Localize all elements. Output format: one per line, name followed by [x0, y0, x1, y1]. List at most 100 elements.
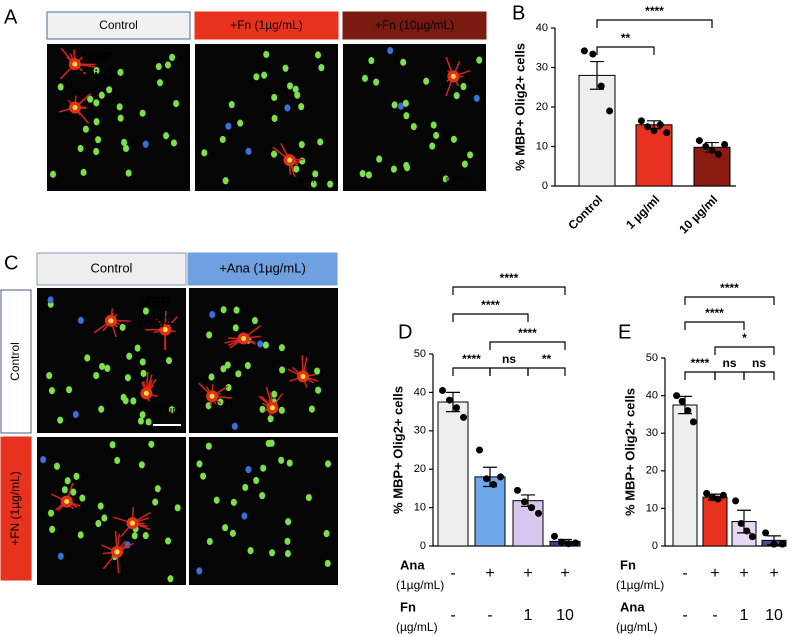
cell-nucleus: [57, 552, 64, 560]
cell-nucleus: [282, 64, 289, 72]
cell-core: [114, 549, 120, 555]
cell-nucleus: [390, 165, 397, 173]
cell-nucleus: [142, 307, 149, 315]
data-point: [714, 150, 722, 158]
significance-label: ****: [462, 352, 481, 366]
data-point: [684, 407, 692, 415]
cell-nucleus: [467, 151, 474, 159]
cell-nucleus: [145, 418, 152, 426]
cell-core: [72, 61, 78, 67]
cell-nucleus: [314, 367, 321, 375]
x-tick-label: 10 µg/ml: [676, 192, 720, 236]
cell-nucleus: [206, 537, 213, 546]
y-axis-label: % MBP+ Olig2+ cells: [390, 386, 405, 514]
cell-nucleus: [57, 83, 64, 91]
cell-nucleus: [453, 92, 460, 100]
header-box: [46, 11, 191, 40]
cell-core: [129, 520, 135, 526]
cell-nucleus: [271, 390, 278, 398]
bar: [702, 496, 728, 547]
cell-nucleus: [259, 492, 266, 500]
cell-nucleus: [312, 170, 319, 178]
cell-nucleus: [461, 160, 468, 168]
header-label: Control: [91, 260, 133, 275]
x-tick-label: 1 µg/ml: [623, 192, 662, 231]
cell-nucleus: [98, 91, 105, 99]
data-point: [721, 141, 729, 149]
cell-nucleus: [284, 537, 291, 545]
header-label: +Fn (1µg/mL): [230, 18, 303, 32]
data-point: [743, 527, 751, 535]
row-value: +: [710, 565, 719, 582]
bar: [437, 401, 469, 547]
cell-nucleus: [314, 51, 321, 59]
cell-nucleus: [142, 531, 149, 540]
cell-nucleus: [242, 483, 249, 492]
data-point: [708, 493, 716, 501]
cell-nucleus: [95, 136, 102, 144]
header-label: +Fn (10µg/mL): [375, 18, 454, 32]
cell-nucleus: [299, 157, 306, 165]
cell-nucleus: [259, 405, 266, 413]
image-label: 10 µg/mL: [432, 175, 474, 186]
cell-nucleus: [278, 406, 285, 414]
row-sublabel: (µg/mL): [616, 620, 658, 634]
cell-nucleus: [253, 73, 260, 81]
cell-core: [241, 335, 247, 341]
significance-bracket: [714, 346, 775, 355]
y-axis-label: % MBP+ Olig2+ cells: [512, 43, 527, 171]
y-tick-label: 0: [652, 540, 658, 552]
cell-core: [64, 498, 70, 504]
cell-nucleus: [49, 525, 56, 534]
cell-nucleus: [47, 296, 54, 304]
cell-nucleus: [72, 410, 79, 419]
data-point: [572, 539, 579, 547]
row-value: +: [560, 565, 569, 582]
cell-nucleus: [93, 118, 100, 126]
stain-label: MBP: [81, 49, 112, 65]
cell-nucleus: [77, 531, 84, 539]
cell-nucleus: [123, 144, 130, 153]
data-point: [714, 495, 722, 503]
significance-label: ****: [691, 356, 710, 370]
panel-letter: A: [4, 6, 18, 28]
cell-nucleus: [225, 383, 232, 392]
cell-nucleus: [217, 398, 224, 406]
cell-nucleus: [97, 502, 104, 510]
cell-nucleus: [53, 462, 60, 470]
row-value: +: [769, 565, 778, 582]
y-tick-label: 40: [414, 386, 426, 398]
cell-nucleus: [423, 77, 430, 85]
row-label: Fn: [400, 599, 416, 614]
data-point: [606, 107, 614, 115]
data-point: [708, 146, 716, 154]
cell-nucleus: [429, 142, 436, 150]
significance-label: **: [621, 31, 631, 45]
cell-nucleus: [268, 439, 275, 447]
data-point: [737, 519, 745, 527]
cell-nucleus: [271, 93, 278, 102]
data-point: [644, 123, 652, 131]
significance-label: *: [742, 331, 747, 345]
significance-bracket: [489, 341, 566, 350]
cell-nucleus: [104, 364, 111, 373]
cell-nucleus: [155, 62, 162, 71]
cell-nucleus: [257, 340, 264, 348]
cell-nucleus: [139, 358, 146, 366]
row-sublabel: (µg/mL): [396, 620, 438, 634]
significance-bracket: [596, 46, 655, 55]
data-point: [597, 82, 605, 90]
cell-nucleus: [410, 123, 417, 131]
cell-nucleus: [261, 71, 268, 79]
cell-nucleus: [66, 386, 73, 394]
micrograph: [195, 44, 338, 191]
cell-nucleus: [220, 365, 227, 373]
cell-nucleus: [163, 132, 170, 140]
cell-nucleus: [200, 472, 207, 480]
y-axis-label: % MBP+ Olig2+ cells: [622, 388, 637, 516]
cell-nucleus: [131, 532, 138, 540]
y-tick-label: 10: [414, 502, 426, 514]
row-value: +: [523, 565, 532, 582]
header-box: [36, 252, 187, 286]
cell-nucleus: [134, 344, 141, 352]
